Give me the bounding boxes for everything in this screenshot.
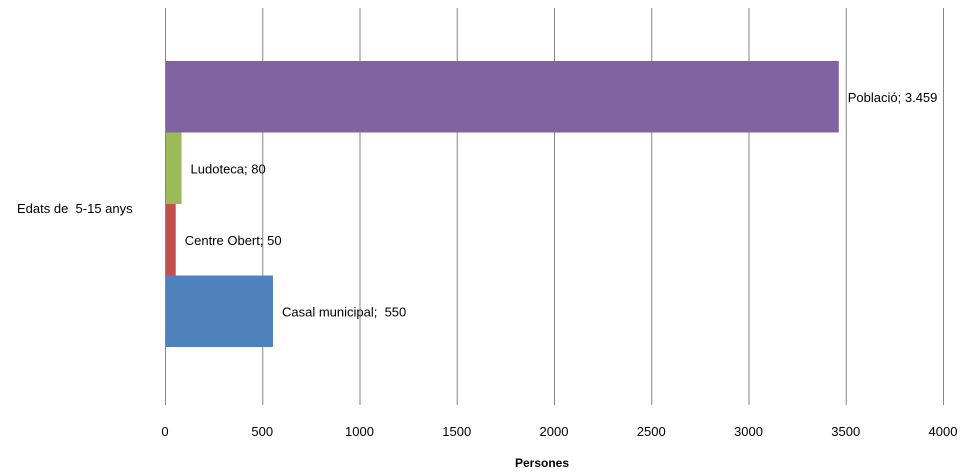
x-tick-label: 1500 bbox=[442, 424, 471, 439]
x-axis-title: Persones bbox=[515, 456, 569, 470]
bar-centre-obert bbox=[166, 204, 176, 276]
x-tick-label: 0 bbox=[161, 424, 168, 439]
category-label: Edats de 5-15 anys bbox=[17, 201, 133, 216]
bar-poblaci- bbox=[166, 61, 839, 133]
x-tick-label: 3000 bbox=[734, 424, 763, 439]
bars bbox=[166, 61, 839, 347]
x-tick-label: 500 bbox=[251, 424, 273, 439]
bar-ludoteca bbox=[166, 132, 182, 204]
data-label: Casal municipal; 550 bbox=[282, 304, 406, 319]
data-label: Població; 3.459 bbox=[848, 90, 938, 105]
x-tick-label: 1000 bbox=[345, 424, 374, 439]
x-tick-label: 2500 bbox=[637, 424, 666, 439]
x-tick-label: 2000 bbox=[540, 424, 569, 439]
x-tick-label: 3500 bbox=[831, 424, 860, 439]
labels: 0 500 1000 1500 2000 2500 3000 3500 4000 Casal mu… bbox=[17, 90, 957, 470]
data-label: Ludoteca; 80 bbox=[191, 161, 266, 176]
x-tick-label: 4000 bbox=[929, 424, 958, 439]
bar-casal-municipal bbox=[166, 275, 273, 347]
data-label: Centre Obert; 50 bbox=[185, 233, 282, 248]
